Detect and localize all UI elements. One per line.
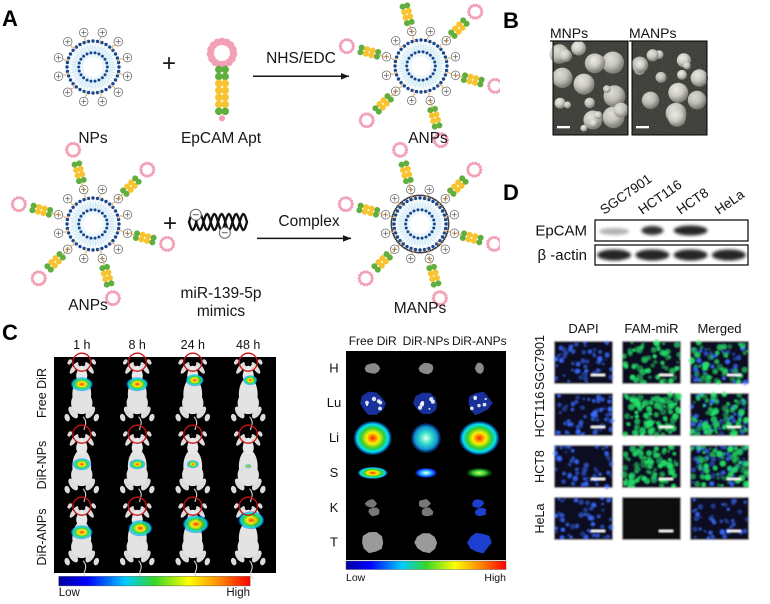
svg-text:MNPs: MNPs [550, 25, 588, 41]
svg-text:MANPs: MANPs [629, 25, 676, 41]
